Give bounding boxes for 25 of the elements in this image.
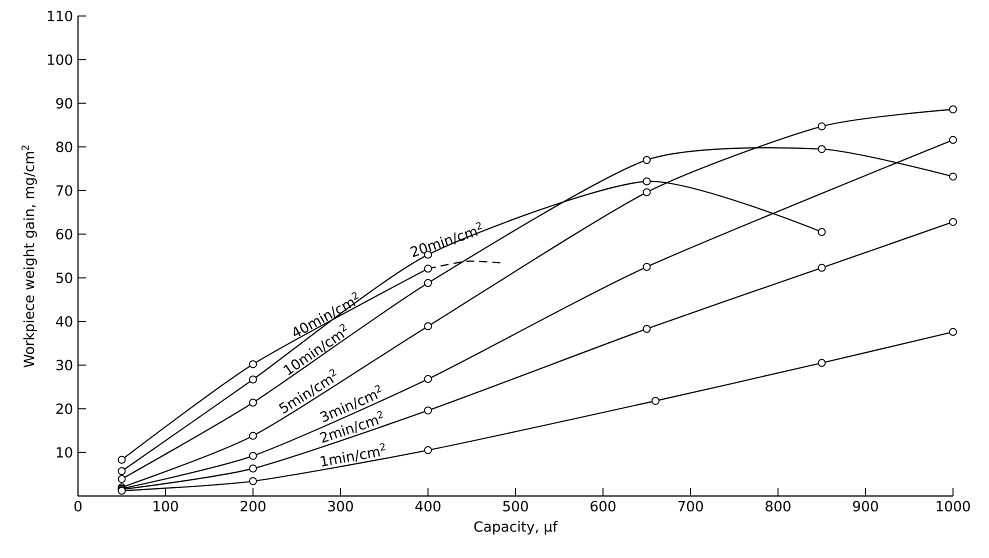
y-tick-label: 110 <box>48 10 72 22</box>
y-tick-label: 30 <box>56 360 72 370</box>
x-tick-label: 500 <box>503 500 528 512</box>
x-tick-label: 900 <box>853 500 878 512</box>
x-tick-label: 0 <box>74 500 82 512</box>
y-tick-label: 60 <box>56 228 72 240</box>
y-tick-label: 90 <box>56 98 72 109</box>
x-axis-title: Capacity, μf <box>474 520 558 535</box>
y-tick-label: 80 <box>56 142 72 152</box>
x-tick-label: 1000 <box>936 500 970 512</box>
y-tick-label: 10 <box>56 447 72 458</box>
y-tick-label: 50 <box>56 272 72 284</box>
x-tick-label: 300 <box>328 500 353 512</box>
y-axis-title: Workpiece weight gain, mg/cm$^{2}$ <box>21 146 37 368</box>
x-tick-label: 600 <box>590 500 616 512</box>
y-tick-label: 40 <box>56 316 72 327</box>
x-tick-label: 400 <box>415 500 440 512</box>
x-tick-label: 200 <box>240 500 266 512</box>
y-tick-label: 20 <box>56 403 72 414</box>
y-tick-label: 70 <box>56 185 72 196</box>
text: 1min/cm$^{2}$ <box>320 443 386 466</box>
x-tick-label: 100 <box>154 500 178 512</box>
x-tick-label: 800 <box>766 500 790 512</box>
x-tick-label: 700 <box>678 500 703 512</box>
y-tick-label: 100 <box>48 54 72 65</box>
